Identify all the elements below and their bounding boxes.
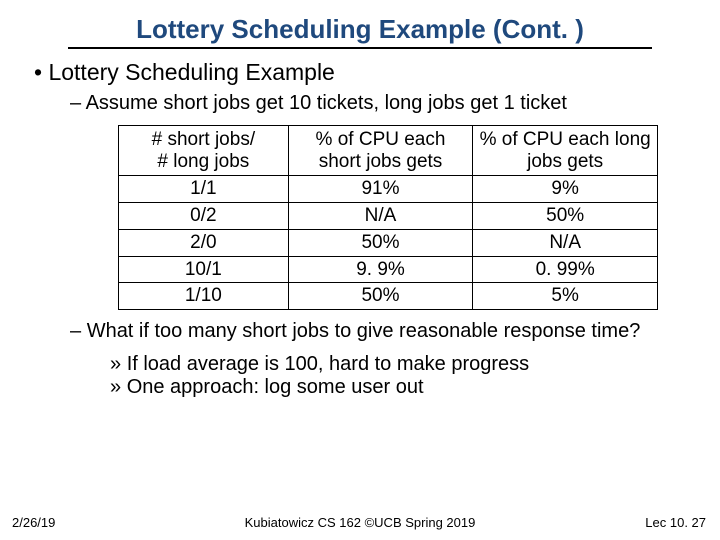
- table-row: 0/2 N/A 50%: [119, 202, 658, 229]
- table-row: 1/1 91% 9%: [119, 176, 658, 203]
- table-cell: 1/1: [119, 176, 289, 203]
- col-header-0: # short jobs/# long jobs: [152, 129, 256, 172]
- bullet-level3-load: If load average is 100, hard to make pro…: [110, 353, 692, 376]
- table-cell: 2/0: [119, 229, 289, 256]
- slide-title: Lottery Scheduling Example (Cont. ): [68, 14, 652, 49]
- bullet-level3-approach: One approach: log some user out: [110, 376, 692, 399]
- table-cell: 50%: [473, 202, 658, 229]
- schedule-table: # short jobs/# long jobs % of CPU each s…: [118, 125, 658, 310]
- table-cell: 9. 9%: [288, 256, 473, 283]
- footer-page: Lec 10. 27: [645, 515, 706, 530]
- bullet-level2-whatif: What if too many short jobs to give reas…: [70, 320, 692, 343]
- table-row: 10/1 9. 9% 0. 99%: [119, 256, 658, 283]
- table-cell: 50%: [288, 229, 473, 256]
- table-cell: N/A: [473, 229, 658, 256]
- table-cell: N/A: [288, 202, 473, 229]
- bullet-level1: Lottery Scheduling Example: [34, 59, 692, 86]
- table-cell: 9%: [473, 176, 658, 203]
- table-cell: 50%: [288, 283, 473, 310]
- table-cell: 0/2: [119, 202, 289, 229]
- bullet-level2-assume: Assume short jobs get 10 tickets, long j…: [70, 92, 692, 115]
- table-row: 2/0 50% N/A: [119, 229, 658, 256]
- table-cell: 5%: [473, 283, 658, 310]
- table-header: % of CPU each short jobs gets: [288, 126, 473, 176]
- table-header: % of CPU each long jobs gets: [473, 126, 658, 176]
- table-cell: 1/10: [119, 283, 289, 310]
- table-cell: 10/1: [119, 256, 289, 283]
- table-cell: 91%: [288, 176, 473, 203]
- table-cell: 0. 99%: [473, 256, 658, 283]
- table-row: 1/10 50% 5%: [119, 283, 658, 310]
- table-header: # short jobs/# long jobs: [119, 126, 289, 176]
- footer-course: Kubiatowicz CS 162 ©UCB Spring 2019: [0, 515, 720, 530]
